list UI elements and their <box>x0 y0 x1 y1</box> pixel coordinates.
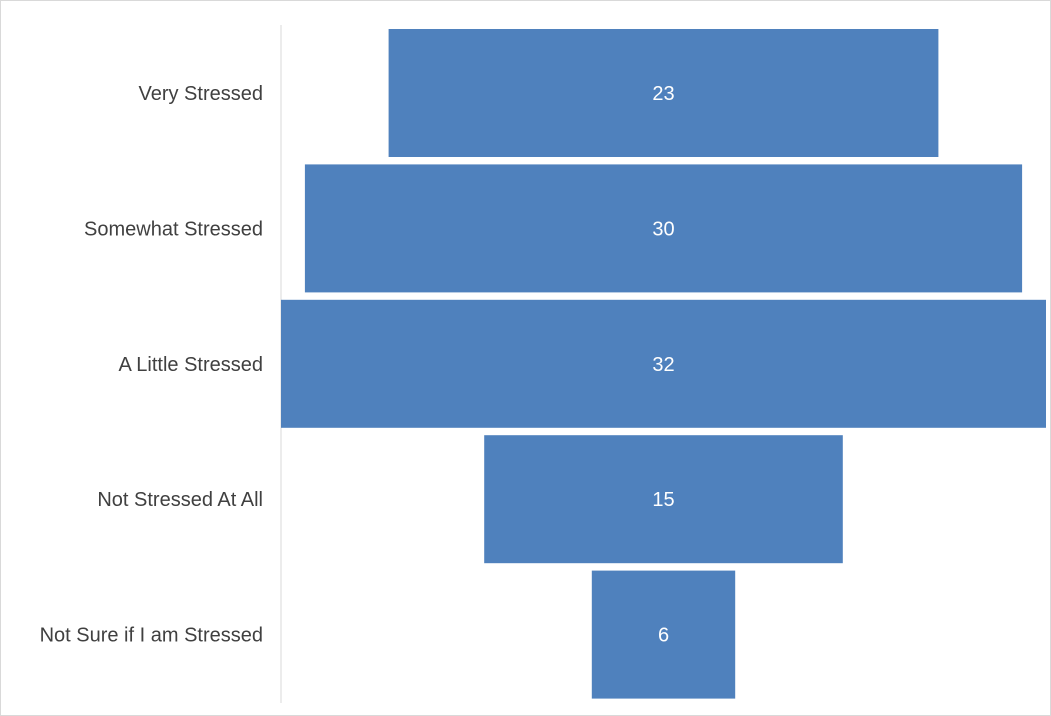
bar-group <box>281 29 1046 699</box>
bar-3 <box>484 435 843 564</box>
category-label-1: Somewhat Stressed <box>84 218 263 240</box>
bar-0 <box>388 29 939 157</box>
data-label-2: 32 <box>652 354 674 376</box>
category-label-3: Not Stressed At All <box>97 489 263 511</box>
data-label-0: 23 <box>652 83 674 105</box>
data-label-1: 30 <box>652 218 674 240</box>
data-label-4: 6 <box>658 625 669 647</box>
data-label-3: 15 <box>652 489 674 511</box>
category-label-4: Not Sure if I am Stressed <box>40 625 263 647</box>
bar-4 <box>591 570 736 699</box>
category-label-2: A Little Stressed <box>118 354 263 376</box>
bar-1 <box>304 164 1023 293</box>
bar-2 <box>281 299 1046 428</box>
category-label-group: Very Stressed Somewhat Stressed A Little S… <box>40 83 263 647</box>
category-label-0: Very Stressed <box>138 83 263 105</box>
data-label-group: 23 30 32 15 6 <box>652 83 674 647</box>
